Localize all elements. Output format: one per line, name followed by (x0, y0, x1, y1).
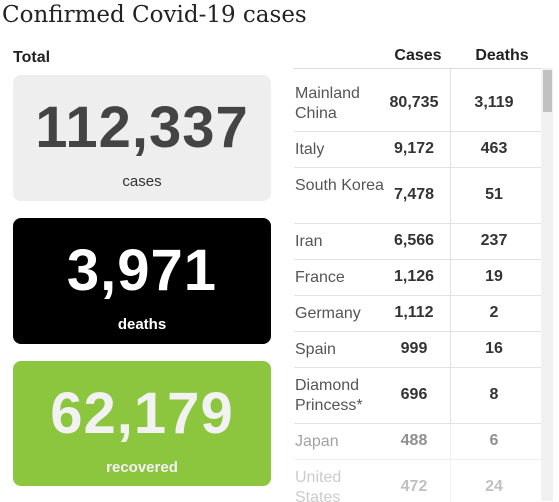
table-row: Japan 488 6 (294, 424, 542, 460)
table-row: United States 472 24 (294, 460, 542, 502)
country-deaths: 19 (485, 268, 503, 285)
column-divider (450, 224, 451, 259)
table-row: France 1,126 19 (294, 260, 542, 296)
column-divider (450, 260, 451, 295)
total-label: Total (13, 49, 51, 66)
country-deaths: 6 (489, 432, 499, 449)
table-row: Diamond Princess* 696 8 (294, 368, 542, 424)
cases-total-value: 112,337 (35, 95, 249, 160)
table-row: Spain 999 16 (294, 332, 542, 368)
country-deaths: 463 (480, 140, 508, 157)
country-deaths: 2 (489, 304, 499, 321)
country-name: South Korea (295, 177, 384, 194)
country-table[interactable]: Mainland China 80,735 3,119 Italy 9,172 … (294, 68, 553, 502)
column-divider (450, 168, 451, 223)
column-header-cases: Cases (394, 47, 442, 64)
country-name: Spain (295, 341, 336, 358)
country-deaths: 8 (489, 386, 499, 403)
table-row: South Korea 7,478 51 (294, 168, 542, 224)
country-cases: 6,566 (393, 232, 435, 249)
country-cases: 472 (400, 478, 428, 495)
cases-total-label: cases (122, 173, 162, 190)
country-name: Italy (295, 141, 325, 158)
country-name: Iran (295, 233, 323, 250)
column-divider (450, 424, 451, 459)
country-name: France (295, 269, 345, 286)
recovered-card: 62,179 recovered (13, 361, 271, 486)
country-deaths: 16 (485, 340, 503, 357)
cases-card: 112,337 cases (13, 75, 271, 201)
country-name: Germany (295, 305, 361, 322)
scrollbar-thumb[interactable] (543, 70, 552, 112)
deaths-total-value: 3,971 (66, 238, 218, 303)
country-cases: 1,112 (394, 304, 434, 321)
column-header-deaths: Deaths (475, 47, 529, 64)
column-divider (450, 69, 451, 131)
page-title: Confirmed Covid-19 cases (2, 2, 307, 28)
country-deaths: 24 (485, 478, 503, 495)
country-cases: 7,478 (393, 186, 435, 203)
country-cases: 80,735 (389, 94, 439, 111)
column-divider (450, 296, 451, 331)
recovered-total-value: 62,179 (50, 381, 234, 446)
deaths-card: 3,971 deaths (13, 218, 271, 344)
country-cases: 9,172 (393, 140, 435, 157)
recovered-total-label: recovered (106, 459, 178, 476)
column-divider (450, 132, 451, 167)
country-deaths: 237 (480, 232, 508, 249)
column-divider (450, 460, 451, 502)
country-cases: 1,126 (393, 268, 435, 285)
table-row: Germany 1,112 2 (294, 296, 542, 332)
deaths-total-label: deaths (117, 316, 167, 333)
country-cases: 999 (400, 340, 428, 357)
country-name: Mainland China (295, 85, 360, 122)
country-cases: 488 (400, 432, 428, 449)
table-row: Iran 6,566 237 (294, 224, 542, 260)
country-deaths: 51 (485, 186, 503, 203)
country-deaths: 3,119 (474, 94, 514, 111)
column-divider (450, 332, 451, 367)
table-row: Italy 9,172 463 (294, 132, 542, 168)
column-divider (450, 368, 451, 423)
table-scrollbar[interactable] (541, 68, 553, 501)
country-cases: 696 (400, 386, 428, 403)
country-name: United States (295, 469, 342, 502)
table-row: Mainland China 80,735 3,119 (294, 69, 542, 132)
country-name: Diamond Princess* (295, 377, 363, 414)
country-name: Japan (295, 433, 339, 450)
